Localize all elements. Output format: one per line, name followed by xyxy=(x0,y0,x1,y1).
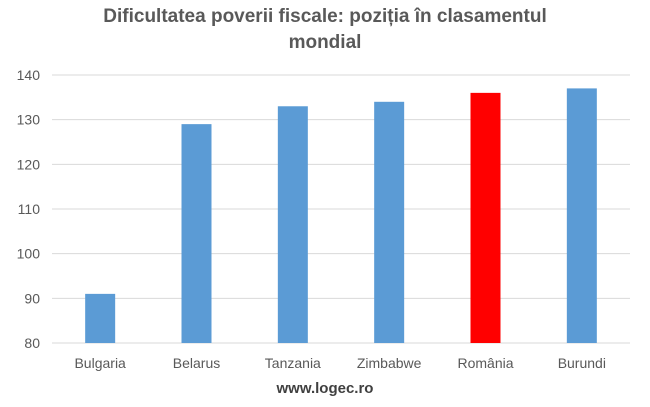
x-category-label: Belarus xyxy=(173,355,220,371)
x-category-label: Burundi xyxy=(558,355,606,371)
bar-bulgaria xyxy=(85,293,116,343)
y-tick-label: 120 xyxy=(17,156,41,172)
y-tick-label: 80 xyxy=(24,335,40,351)
bar-burundi xyxy=(566,88,597,344)
chart-title-line-1: Dificultatea poverii fiscale: poziția în… xyxy=(103,6,547,27)
x-category-label: Tanzania xyxy=(265,355,321,371)
bar-belarus xyxy=(181,124,212,343)
bar-tanzania xyxy=(277,106,308,344)
bar-zimbabwe xyxy=(374,101,405,343)
chart-title: Dificultatea poverii fiscale: poziția în… xyxy=(0,4,650,56)
x-category-label: România xyxy=(457,355,513,371)
y-tick-label: 100 xyxy=(17,246,41,262)
x-category-label: Zimbabwe xyxy=(357,355,422,371)
x-category-label: Bulgaria xyxy=(74,355,126,371)
chart-title-line-2: mondial xyxy=(288,32,362,53)
y-tick-label: 110 xyxy=(18,201,41,217)
y-tick-label: 90 xyxy=(24,290,40,306)
y-tick-label: 130 xyxy=(17,112,41,128)
y-tick-label: 140 xyxy=(17,67,41,83)
source-label: www.logec.ro xyxy=(276,380,374,397)
bar-românia xyxy=(470,92,501,343)
